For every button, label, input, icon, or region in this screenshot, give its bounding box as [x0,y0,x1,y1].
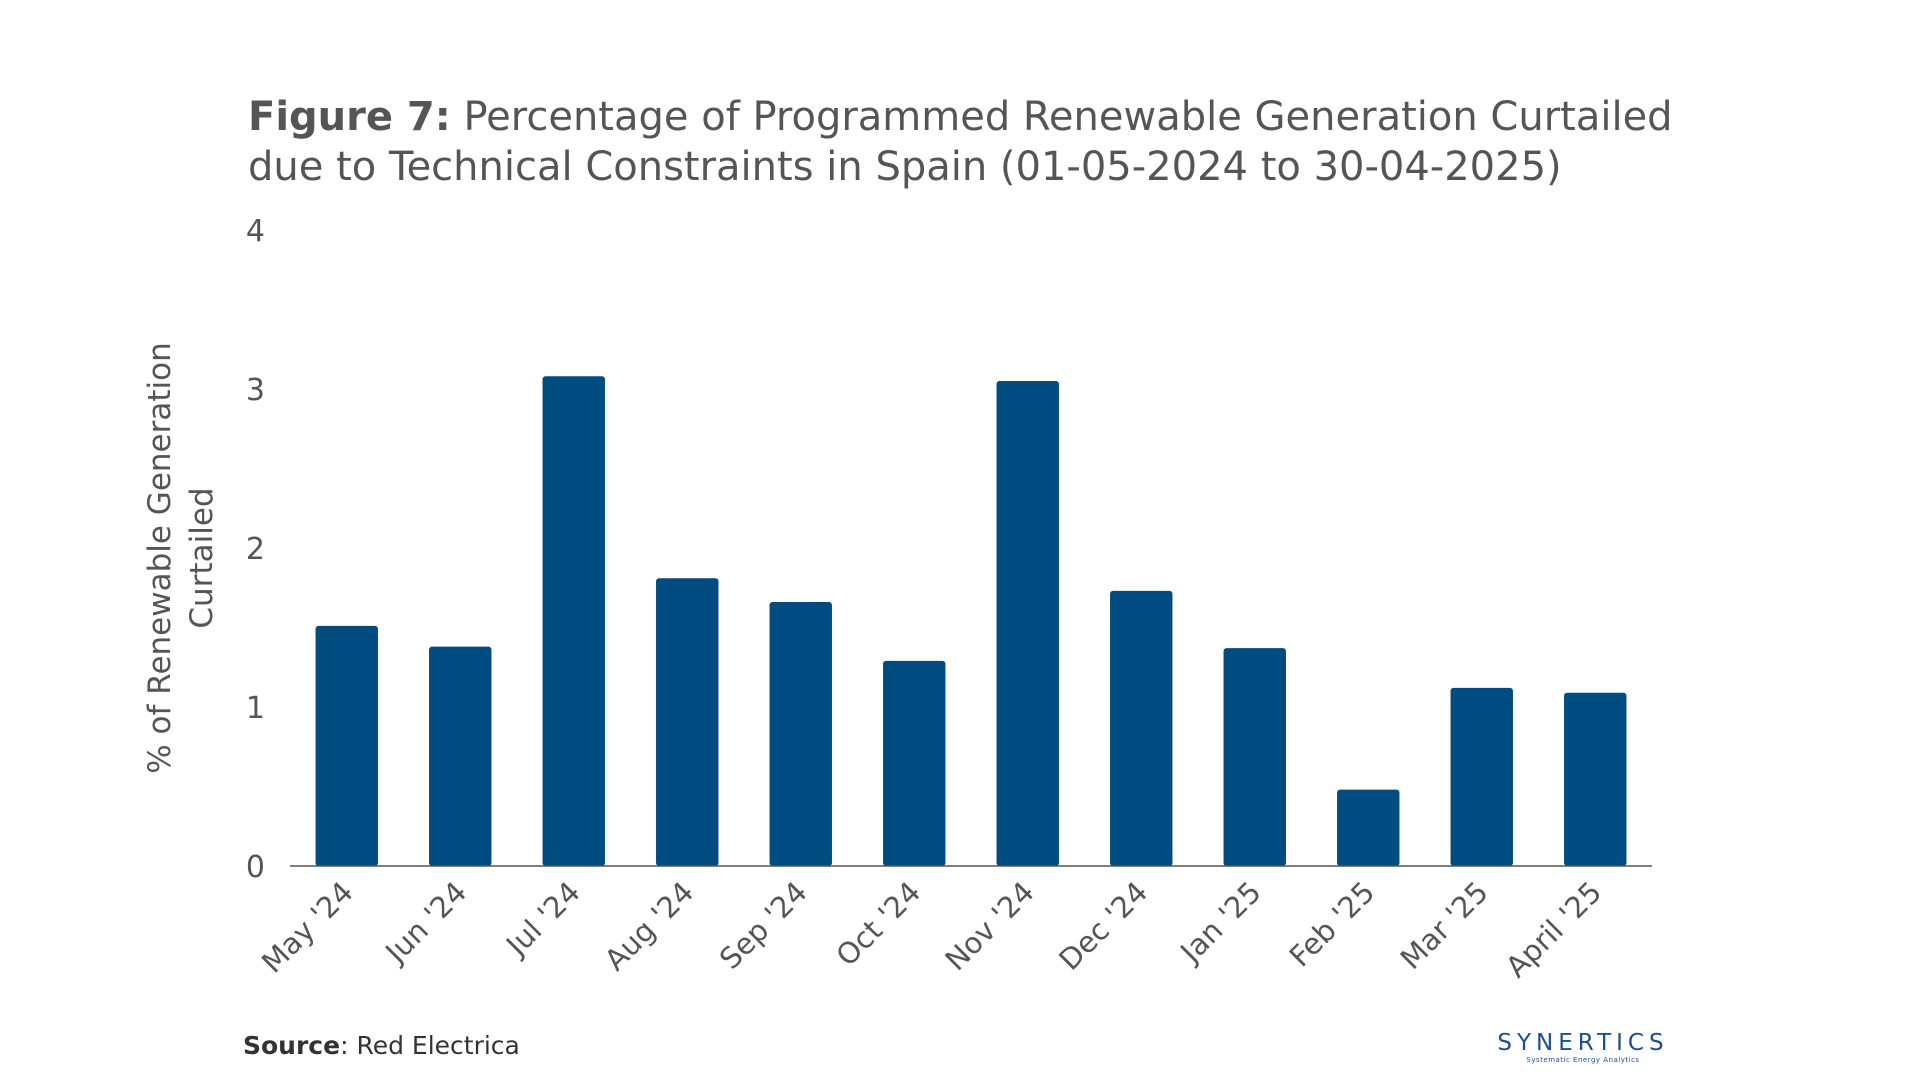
x-axis-ticks: May '24 Jun '24 Jul '24 Aug '24 Sep '24 Oct '… [255,875,1608,984]
x-tick-label: Jun '24 [377,875,473,971]
bar-5 [883,660,946,866]
bar-0 [315,625,378,866]
x-tick-label: Feb '25 [1283,875,1382,974]
x-tick-label: Oct '24 [829,875,927,973]
bars [315,376,1627,866]
bar-11 [1564,692,1627,866]
x-tick-label: Dec '24 [1052,875,1154,977]
x-tick-label: Aug '24 [598,875,700,977]
bar-6 [996,381,1059,866]
y-axis-ticks: 0 1 2 3 4 [246,214,265,885]
y-tick-label: 0 [246,850,265,885]
x-tick-label: Mar '25 [1394,875,1495,976]
x-tick-label: Jan '25 [1172,875,1267,970]
bar-9 [1337,789,1400,866]
x-tick-label: April '25 [1499,875,1608,984]
bar-1 [429,646,492,866]
bar-8 [1223,648,1286,866]
y-axis-label: % of Renewable Generation Curtailed [142,342,220,774]
x-tick-label: Sep '24 [713,875,814,976]
logo-name: SYNERTICS [1497,1030,1669,1056]
bar-4 [769,602,832,866]
bar-10 [1450,687,1513,866]
synertics-logo: SYNERTICS Systematic Energy Analytics [1488,1030,1678,1065]
bar-7 [1110,590,1173,866]
x-tick-label: Nov '24 [938,875,1040,977]
bar-2 [542,376,605,866]
bar-3 [656,578,719,866]
y-tick-label: 2 [246,532,265,567]
y-axis-label-line: Curtailed [184,487,220,628]
x-tick-label: Jul '24 [498,875,586,963]
x-tick-label: May '24 [255,875,360,980]
source-text: : Red Electrica [340,1031,520,1060]
y-tick-label: 4 [246,214,265,249]
logo-tagline: Systematic Energy Analytics [1526,1056,1640,1064]
y-axis-label-line: % of Renewable Generation [142,342,178,774]
source-note: Source: Red Electrica [243,1031,520,1060]
figure-caption: Percentage of Programmed Renewable Gener… [248,94,1673,190]
figure-number: Figure 7: [248,94,451,140]
source-label: Source [243,1031,341,1060]
y-tick-label: 1 [246,691,265,726]
y-tick-label: 3 [246,373,265,408]
chart-title: Figure 7: Percentage of Programmed Renew… [248,92,1748,192]
